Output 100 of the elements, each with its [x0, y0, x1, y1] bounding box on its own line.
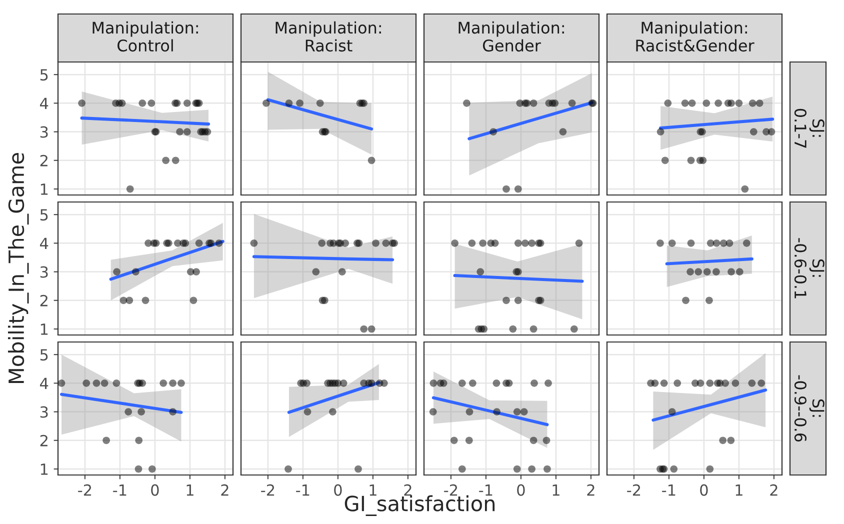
point — [514, 296, 522, 304]
y2-axis-title: SJ: 0.1-7 — [794, 108, 824, 148]
point — [520, 408, 528, 416]
point — [450, 436, 458, 444]
point — [756, 100, 764, 107]
point — [102, 436, 110, 444]
point — [124, 408, 132, 416]
x-axis-title: GI_satisfaction — [344, 495, 495, 516]
point — [148, 100, 156, 107]
point — [372, 240, 380, 247]
y-tick-label: 4 — [40, 98, 48, 109]
point — [661, 156, 669, 164]
point — [492, 380, 500, 387]
point — [758, 380, 766, 387]
point — [451, 240, 458, 247]
x-tick-label: 0 — [334, 484, 342, 496]
y2-axis-title: SJ: -0.6-0.1 — [794, 238, 824, 298]
point — [192, 268, 200, 276]
point — [528, 465, 536, 473]
point — [183, 128, 191, 136]
chart-title: Manipulation: Racist — [276, 21, 381, 52]
point — [468, 380, 476, 387]
y-tick-label: 5 — [40, 69, 48, 81]
point — [668, 408, 676, 416]
point — [530, 325, 538, 333]
point — [687, 156, 695, 164]
point — [570, 325, 578, 333]
point — [178, 380, 185, 387]
point — [702, 100, 710, 107]
point — [195, 240, 203, 247]
x-tick-label: -2 — [78, 484, 92, 496]
y-tick-label: 1 — [40, 324, 48, 335]
point — [748, 380, 756, 387]
x-tick-label: -1 — [662, 484, 676, 496]
point — [142, 296, 150, 304]
point — [748, 100, 756, 107]
point — [728, 100, 735, 107]
point — [505, 380, 513, 387]
x-tick-label: -1 — [113, 484, 126, 496]
x-tick-label: -1 — [296, 484, 310, 496]
point — [430, 380, 438, 387]
point — [651, 380, 659, 387]
point — [458, 380, 466, 387]
point — [183, 100, 191, 107]
x-tick-label: 2 — [770, 484, 778, 496]
point — [476, 268, 484, 276]
point — [688, 100, 696, 107]
chart-title: Manipulation: Racist&Gender — [636, 21, 754, 52]
y-tick-label: 1 — [40, 464, 48, 475]
point — [82, 380, 90, 387]
point — [681, 100, 689, 107]
point — [727, 436, 735, 444]
y-tick-label: 4 — [40, 378, 48, 389]
x-tick-label: 1 — [370, 484, 376, 496]
point — [135, 436, 143, 444]
point — [360, 325, 368, 333]
point — [160, 380, 168, 387]
point — [656, 128, 664, 136]
x-tick-label: -2 — [261, 484, 274, 496]
y-tick-label: 2 — [40, 294, 48, 306]
point — [530, 380, 538, 387]
point — [468, 240, 476, 247]
point — [250, 240, 258, 247]
point — [318, 240, 326, 247]
point — [100, 380, 108, 387]
point — [382, 240, 390, 247]
point — [741, 185, 749, 193]
point — [312, 268, 320, 276]
y-tick-label: 1 — [40, 184, 48, 195]
point — [368, 325, 376, 333]
point — [440, 380, 448, 387]
x-tick-label: -1 — [479, 484, 492, 496]
point — [768, 128, 776, 136]
x-tick-label: 2 — [404, 484, 412, 496]
point — [664, 100, 672, 107]
point — [148, 465, 156, 473]
x-tick-label: 2 — [221, 484, 228, 496]
point — [162, 156, 170, 164]
point — [491, 240, 499, 247]
y-tick-label: 3 — [40, 406, 48, 418]
x-tick-label: 1 — [186, 484, 194, 496]
chart-title: Manipulation: Gender — [458, 21, 564, 52]
point — [480, 325, 488, 333]
point — [190, 296, 198, 304]
y2-axis-title: SJ: -0.9--0.6 — [794, 375, 824, 442]
point — [479, 240, 486, 247]
point — [78, 100, 86, 107]
point — [706, 465, 714, 473]
point — [509, 325, 517, 333]
point — [138, 100, 146, 107]
point — [699, 156, 707, 164]
point — [735, 100, 743, 107]
point — [58, 380, 66, 387]
point — [215, 240, 223, 247]
point — [513, 408, 521, 416]
point — [342, 240, 349, 247]
point — [176, 128, 184, 136]
point — [542, 436, 550, 444]
point — [722, 380, 729, 387]
point — [714, 100, 722, 107]
